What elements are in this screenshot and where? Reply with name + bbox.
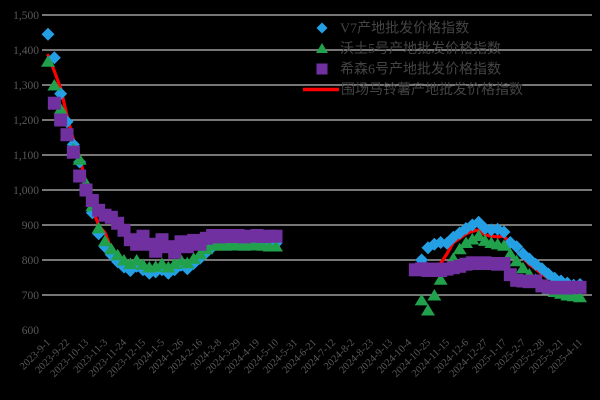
series-marker-triangle bbox=[452, 242, 467, 255]
series-marker-diamond bbox=[41, 27, 55, 41]
series-marker-triangle bbox=[269, 240, 283, 252]
legend-triangle-glyph bbox=[316, 43, 328, 53]
series-marker-square bbox=[85, 194, 99, 207]
series-marker-square bbox=[54, 113, 68, 127]
series-marker-diamond bbox=[510, 240, 524, 254]
y-axis-tick-label: 1,500 bbox=[13, 10, 39, 22]
series-marker-triangle bbox=[91, 221, 106, 234]
legend-label: 沃土5号产地批发价格指数 bbox=[340, 41, 501, 57]
series-marker-triangle bbox=[509, 254, 524, 267]
series-marker-square bbox=[149, 244, 163, 258]
legend-triangle-marker bbox=[316, 43, 328, 53]
series-marker-triangle bbox=[47, 79, 62, 91]
series-marker-triangle bbox=[497, 239, 511, 251]
legend-item: 围场马铃薯产地批发价格指数 bbox=[303, 82, 523, 98]
legend-square-marker bbox=[316, 63, 328, 75]
series-marker-square bbox=[66, 145, 80, 159]
y-axis-tick-label: 1,300 bbox=[13, 80, 39, 92]
series-marker-square bbox=[60, 128, 74, 142]
series-marker-triangle bbox=[465, 233, 480, 245]
series-marker-triangle bbox=[503, 247, 518, 260]
legend-item: V7产地批发价格指数 bbox=[316, 21, 469, 37]
series-marker-triangle bbox=[459, 236, 473, 248]
legend-label: V7产地批发价格指数 bbox=[340, 21, 469, 37]
legend-diamond-marker bbox=[316, 22, 328, 34]
series-marker-triangle bbox=[161, 261, 176, 273]
series-marker-triangle bbox=[110, 248, 125, 261]
y-axis-tick-label: 800 bbox=[22, 255, 40, 267]
y-axis-tick-label: 700 bbox=[22, 290, 40, 302]
series-marker-diamond bbox=[516, 247, 530, 261]
series-marker-triangle bbox=[186, 252, 201, 264]
series-marker-triangle bbox=[167, 257, 182, 269]
y-axis-tick-label: 900 bbox=[22, 220, 40, 232]
legend-square-glyph bbox=[316, 63, 328, 75]
series-marker-triangle bbox=[471, 229, 486, 241]
series-marker-triangle bbox=[433, 273, 448, 285]
series-marker-square bbox=[269, 229, 283, 243]
legend-item: 希森6号产地批发价格指数 bbox=[316, 62, 501, 78]
series-marker-diamond bbox=[497, 225, 511, 239]
legend-diamond-glyph bbox=[316, 22, 328, 34]
legend-item: 沃土5号产地批发价格指数 bbox=[316, 41, 501, 57]
series-marker-square bbox=[73, 169, 87, 183]
legend-label: 围场马铃薯产地批发价格指数 bbox=[341, 82, 523, 98]
series-marker-triangle bbox=[180, 256, 195, 269]
series-marker-triangle bbox=[104, 242, 119, 255]
series-marker-triangle bbox=[98, 234, 112, 247]
series-marker-triangle bbox=[421, 304, 435, 316]
series-marker-triangle bbox=[41, 55, 55, 67]
series-marker-square bbox=[168, 245, 182, 259]
series-marker-triangle bbox=[427, 289, 442, 301]
legend-label: 希森6号产地批发价格指数 bbox=[340, 62, 501, 78]
series-marker-square bbox=[573, 280, 587, 294]
y-axis-tick-label: 1,100 bbox=[13, 150, 39, 162]
y-axis-tick-label: 1,000 bbox=[13, 185, 39, 197]
series-marker-square bbox=[47, 96, 61, 110]
series-marker-triangle bbox=[129, 254, 144, 266]
y-axis-tick-label: 1,400 bbox=[13, 45, 39, 57]
series-marker-triangle bbox=[516, 261, 530, 274]
y-axis-tick-label: 600 bbox=[22, 325, 40, 337]
series-marker-square bbox=[79, 183, 93, 197]
series-marker-triangle bbox=[72, 153, 87, 165]
series-marker-triangle bbox=[414, 293, 429, 306]
series-marker-triangle bbox=[573, 290, 587, 303]
series-marker-triangle bbox=[123, 257, 138, 269]
y-axis-tick-label: 1,200 bbox=[13, 115, 39, 127]
series-marker-square bbox=[497, 257, 511, 270]
